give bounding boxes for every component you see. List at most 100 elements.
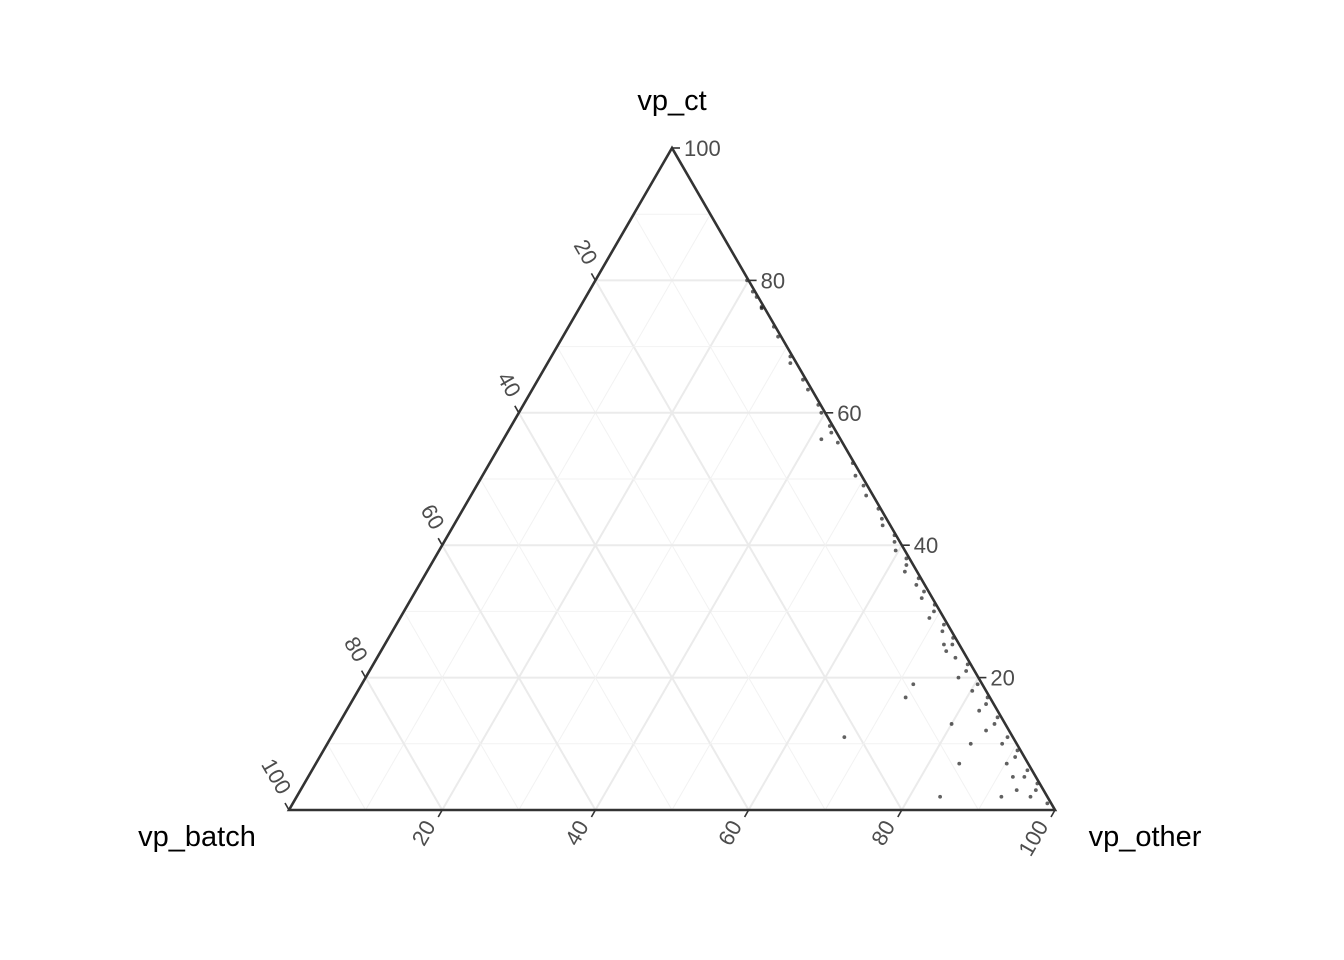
data-point	[975, 682, 980, 687]
data-point	[819, 410, 824, 415]
tick-label-batch-100: 100	[256, 754, 296, 798]
axis-title-vp-batch: vp_batch	[138, 821, 256, 853]
tick-label-other-60: 60	[713, 816, 747, 850]
data-point	[942, 642, 946, 647]
data-point	[1005, 735, 1010, 740]
axis-title-vp-ct: vp_ct	[637, 85, 706, 117]
grid-line-batch-90	[326, 743, 367, 811]
data-point	[984, 728, 988, 733]
data-point	[1022, 775, 1027, 779]
data-point	[922, 589, 926, 594]
data-point	[842, 735, 847, 740]
tick-label-ct-20: 20	[990, 666, 1014, 691]
data-point	[1013, 755, 1018, 759]
tick-mark-batch-60	[437, 537, 443, 546]
data-point	[944, 649, 949, 654]
data-point	[880, 523, 885, 528]
data-point	[970, 688, 975, 693]
tick-mark-other-60	[743, 809, 750, 818]
data-point	[861, 483, 866, 488]
grid-line-other-70	[824, 611, 941, 811]
data-point	[919, 596, 924, 601]
data-point	[932, 609, 936, 614]
tick-label-other-80: 80	[866, 816, 900, 850]
data-point	[819, 437, 824, 442]
grid-line-other-50	[671, 478, 864, 811]
data-point	[1014, 788, 1019, 793]
data-point	[964, 669, 969, 673]
tick-label-other-20: 20	[407, 816, 441, 850]
data-point	[903, 695, 908, 700]
grid-line-other-60	[747, 544, 903, 811]
tick-label-batch-20: 20	[569, 235, 603, 269]
data-point	[1045, 801, 1050, 806]
tick-label-batch-60: 60	[416, 500, 450, 534]
tick-mark-batch-40	[514, 405, 520, 414]
data-point	[957, 761, 962, 766]
tick-label-ct-80: 80	[761, 268, 785, 293]
data-point	[879, 516, 884, 521]
data-point	[827, 424, 832, 428]
grid-line-batch-50	[480, 478, 673, 811]
data-point	[904, 563, 909, 567]
data-point	[788, 361, 793, 366]
data-points	[745, 278, 1050, 806]
data-point	[992, 722, 997, 726]
data-point	[893, 548, 898, 553]
data-point	[835, 440, 840, 445]
data-point	[1025, 768, 1030, 773]
grid-line-batch-60	[441, 544, 597, 811]
tick-mark-batch-100	[284, 802, 290, 811]
grid-line-other-30	[518, 346, 788, 811]
data-point	[965, 662, 970, 667]
tick-mark-other-40	[590, 809, 597, 818]
data-point	[892, 539, 897, 544]
data-point	[776, 334, 780, 339]
data-point	[1000, 741, 1005, 746]
grid-line-batch-70	[403, 611, 520, 811]
data-point	[914, 583, 919, 587]
tick-label-ct-60: 60	[837, 401, 861, 426]
tick-label-ct-40: 40	[914, 533, 938, 558]
data-point	[977, 708, 982, 713]
data-point	[1028, 794, 1033, 799]
data-point	[902, 569, 907, 574]
data-point	[938, 794, 942, 799]
tick-label-ct-100: 100	[684, 136, 721, 161]
axis-ticks: 20 40 60 80 100 20 40 60 80 100 20 40 60 80 100	[256, 136, 1056, 860]
data-point	[956, 675, 961, 680]
tick-label-other-40: 40	[560, 816, 594, 850]
tick-mark-other-20	[437, 809, 443, 818]
data-point	[927, 616, 932, 620]
tick-label-batch-40: 40	[492, 368, 526, 402]
data-point	[942, 622, 946, 627]
data-point	[1004, 761, 1009, 766]
data-point	[1015, 748, 1020, 753]
data-point	[1010, 775, 1015, 779]
data-point	[995, 715, 1000, 720]
grid-line-other-90	[977, 743, 1018, 811]
tick-mark-other-100	[1050, 809, 1056, 818]
data-point	[806, 387, 810, 392]
data-point	[864, 493, 869, 498]
data-point	[1033, 788, 1038, 793]
grid-line-other-10	[365, 213, 711, 811]
tick-mark-other-80	[897, 809, 903, 818]
grid	[326, 213, 1018, 811]
data-point	[950, 642, 955, 647]
data-point	[953, 655, 958, 660]
data-point	[984, 702, 988, 706]
data-point	[949, 722, 954, 726]
tick-label-batch-80: 80	[339, 632, 373, 666]
data-point	[999, 794, 1004, 799]
axis-title-vp-other: vp_other	[1089, 821, 1202, 853]
grid-line-batch-80	[364, 677, 444, 811]
data-point	[759, 306, 764, 311]
grid-line-other-80	[900, 677, 980, 811]
data-point	[829, 430, 834, 435]
tick-mark-batch-20	[590, 273, 597, 281]
data-point	[968, 741, 973, 746]
grid-line-batch-30	[556, 346, 826, 811]
data-point	[940, 629, 945, 634]
